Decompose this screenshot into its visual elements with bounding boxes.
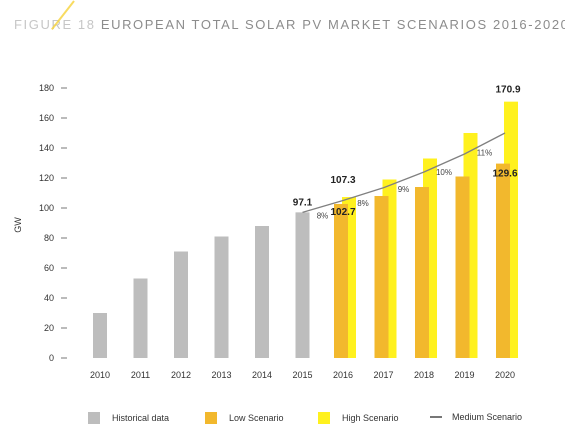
legend-swatch-low — [205, 412, 217, 424]
bar-historical-data — [295, 212, 310, 358]
legend-medium: Medium Scenario — [430, 412, 522, 422]
data-label: 102.7 — [330, 207, 355, 218]
x-tick-label: 2015 — [292, 370, 312, 380]
y-axis: 0 20 40 60 80 100 120 140 160 180 — [39, 83, 67, 363]
bar-low-scenario — [334, 203, 348, 358]
bar-historical-data — [214, 236, 229, 358]
legend-low: Low Scenario — [205, 412, 284, 424]
legend: Historical data Low Scenario High Scenar… — [0, 412, 565, 432]
bar-low-scenario — [496, 163, 510, 358]
chart-title: FIGURE 18 EUROPEAN TOTAL SOLAR PV MARKET… — [14, 0, 565, 32]
x-tick-label: 2016 — [333, 370, 353, 380]
legend-high: High Scenario — [318, 412, 399, 424]
y-tick-label: 80 — [44, 233, 54, 243]
data-labels: 97.1 107.3 102.7 170.9 129.6 8% 8% 9% 10% 11% — [293, 85, 521, 221]
bar-historical-data — [93, 313, 107, 358]
bar-low-scenario — [415, 187, 429, 358]
x-tick-label: 2017 — [373, 370, 393, 380]
legend-label-low: Low Scenario — [229, 413, 284, 423]
data-label: 129.6 — [492, 169, 517, 180]
legend-swatch-medium — [430, 416, 442, 418]
y-tick-label: 120 — [39, 173, 54, 183]
legend-label-high: High Scenario — [342, 413, 399, 423]
bar-historical-data — [255, 226, 269, 358]
y-tick-label: 20 — [44, 323, 54, 333]
data-label: 97.1 — [293, 197, 313, 208]
data-label: 170.9 — [495, 85, 520, 96]
legend-label-medium: Medium Scenario — [452, 412, 523, 422]
bar-historical-data — [133, 278, 148, 358]
legend-swatch-historical — [88, 412, 100, 424]
y-axis-label: GW — [13, 217, 23, 233]
bar-low-scenario — [374, 196, 389, 358]
x-tick-label: 2018 — [414, 370, 434, 380]
x-tick-label: 2020 — [495, 370, 515, 380]
x-tick-label: 2011 — [131, 370, 150, 380]
y-tick-label: 60 — [44, 263, 54, 273]
y-tick-label: 160 — [39, 113, 54, 123]
figure-title: EUROPEAN TOTAL SOLAR PV MARKET SCENARIOS… — [100, 17, 565, 32]
growth-label: 8% — [317, 211, 329, 220]
legend-label-historical: Historical data — [112, 413, 170, 423]
legend-swatch-high — [318, 412, 330, 424]
growth-label: 10% — [436, 168, 452, 177]
y-tick-label: 0 — [49, 353, 54, 363]
y-tick-label: 140 — [39, 143, 54, 153]
x-tick-label: 2019 — [454, 370, 474, 380]
x-axis: 2010 2011 2012 2013 2014 2015 2016 2017 2018 2019… — [90, 370, 515, 380]
y-tick-label: 40 — [44, 293, 54, 303]
x-tick-label: 2012 — [171, 370, 191, 380]
x-tick-label: 2013 — [211, 370, 231, 380]
data-label: 107.3 — [330, 175, 355, 186]
growth-label: 9% — [398, 185, 410, 194]
y-tick-label: 100 — [39, 203, 54, 213]
x-tick-label: 2014 — [252, 370, 272, 380]
growth-label: 8% — [357, 199, 369, 208]
legend-historical: Historical data — [88, 412, 169, 424]
y-tick-label: 180 — [39, 83, 54, 93]
bars — [93, 101, 518, 359]
growth-label: 11% — [477, 149, 492, 158]
bar-historical-data — [174, 251, 188, 358]
medium-scenario-line — [302, 132, 506, 213]
line-medium-scenario — [302, 132, 506, 213]
x-tick-label: 2010 — [90, 370, 110, 380]
bar-low-scenario — [455, 176, 470, 358]
